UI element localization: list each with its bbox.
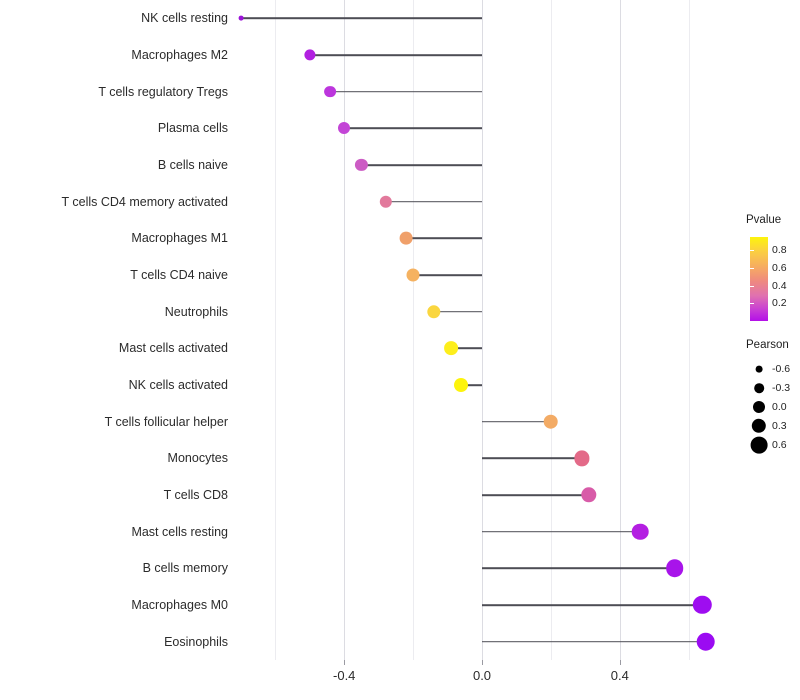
x-tick-mark bbox=[482, 660, 483, 665]
lollipop-point[interactable] bbox=[696, 632, 716, 651]
size-legend-label: 0.6 bbox=[772, 439, 787, 451]
pvalue-colorbar bbox=[750, 237, 768, 321]
lollipop-stem bbox=[330, 90, 482, 93]
x-tick-mark bbox=[344, 660, 346, 665]
lollipop-point[interactable] bbox=[454, 378, 469, 392]
category-label: B cells memory bbox=[142, 561, 228, 576]
category-label: T cells CD4 memory activated bbox=[61, 194, 229, 209]
size-legend-label: -0.3 bbox=[772, 382, 791, 394]
category-label: Plasma cells bbox=[157, 121, 228, 136]
lollipop-stem bbox=[361, 164, 482, 166]
lollipop-stem bbox=[482, 420, 551, 423]
lollipop-point[interactable] bbox=[406, 268, 420, 282]
colorbar-tick-mark bbox=[750, 250, 754, 252]
lollipop-stem bbox=[451, 347, 482, 350]
lollipop-stem bbox=[385, 200, 482, 203]
colorbar-tick-label: 0.2 bbox=[772, 297, 787, 310]
lollipop-point[interactable] bbox=[543, 414, 559, 429]
size-legend-label: -0.6 bbox=[772, 363, 791, 375]
lollipop-point[interactable] bbox=[666, 559, 684, 578]
x-tick-label: 0.0 bbox=[472, 668, 492, 683]
lollipop-stem bbox=[482, 530, 641, 533]
size-legend-row: -0.3 bbox=[738, 379, 800, 397]
lollipop-point[interactable] bbox=[399, 231, 413, 245]
lollipop-stem bbox=[344, 127, 482, 130]
category-label: Neutrophils bbox=[164, 304, 228, 319]
x-axis: -0.4 0.0 0.4 bbox=[234, 660, 730, 700]
colorbar-tick-mark bbox=[750, 285, 754, 287]
size-legend-dot bbox=[751, 418, 767, 434]
category-label: T cells CD4 naive bbox=[130, 267, 228, 282]
lollipop-point[interactable] bbox=[444, 341, 458, 356]
pvalue-legend-title: Pvalue bbox=[746, 214, 782, 226]
x-tick-label: 0.4 bbox=[610, 668, 629, 683]
pearson-legend-title: Pearson bbox=[746, 339, 789, 351]
colorbar-tick-label: 0.4 bbox=[772, 279, 787, 292]
legend-group: Pvalue 0.8 0.6 0.4 0.2 Pearson -0.6 -0.3 0.0 0… bbox=[738, 214, 800, 464]
lollipop-stem bbox=[461, 384, 482, 386]
size-legend-row: 0.0 bbox=[738, 398, 800, 416]
lollipop-point[interactable] bbox=[693, 595, 712, 615]
lollipop-point[interactable] bbox=[574, 450, 590, 466]
plot-panel bbox=[234, 0, 730, 660]
category-label: Eosinophils bbox=[164, 634, 228, 649]
gridline-minor bbox=[413, 0, 415, 660]
lollipop-stem bbox=[482, 494, 589, 496]
size-legend-dot bbox=[755, 365, 763, 373]
size-legend-row: -0.6 bbox=[738, 360, 800, 378]
lollipop-stem bbox=[482, 457, 582, 460]
colorbar-tick-mark bbox=[750, 267, 754, 269]
lollipop-point[interactable] bbox=[427, 304, 441, 319]
colorbar-tick-label: 0.8 bbox=[772, 244, 787, 257]
lollipop-stem bbox=[309, 54, 482, 56]
x-tick-mark bbox=[619, 660, 621, 665]
gridline-major bbox=[344, 0, 346, 660]
gridline-major bbox=[482, 0, 483, 660]
gridline-minor bbox=[688, 0, 690, 660]
lollipop-point[interactable] bbox=[304, 49, 316, 61]
category-label: Macrophages M2 bbox=[131, 47, 228, 62]
lollipop-point[interactable] bbox=[581, 487, 597, 503]
category-label: NK cells resting bbox=[141, 11, 228, 26]
category-label: Mast cells resting bbox=[131, 524, 228, 539]
lollipop-stem bbox=[240, 17, 482, 20]
lollipop-stem bbox=[413, 274, 482, 276]
lollipop-stem bbox=[482, 567, 675, 570]
lollipop-stem bbox=[433, 310, 482, 313]
x-tick-label: -0.4 bbox=[333, 668, 356, 683]
size-legend-row: 0.6 bbox=[738, 436, 800, 454]
size-legend-dot bbox=[754, 383, 764, 393]
size-legend-label: 0.3 bbox=[772, 420, 787, 432]
lollipop-point[interactable] bbox=[238, 15, 244, 21]
lollipop-point[interactable] bbox=[632, 523, 649, 540]
lollipop-stem bbox=[406, 237, 482, 240]
gridline-major bbox=[619, 0, 621, 660]
category-label: Mast cells activated bbox=[118, 341, 228, 356]
category-label: T cells regulatory Tregs bbox=[98, 84, 228, 99]
lollipop-point[interactable] bbox=[324, 85, 337, 98]
gridline-minor bbox=[275, 0, 277, 660]
lollipop-stem bbox=[482, 640, 706, 643]
category-label: B cells naive bbox=[157, 157, 228, 172]
lollipop-point[interactable] bbox=[355, 158, 368, 172]
size-legend-dot bbox=[750, 436, 768, 454]
category-axis: NK cells resting Macrophages M2 T cells re… bbox=[0, 0, 229, 660]
colorbar-tick-mark bbox=[750, 303, 754, 305]
category-label: T cells follicular helper bbox=[104, 414, 228, 429]
category-label: T cells CD8 bbox=[163, 487, 228, 502]
size-legend-label: 0.0 bbox=[772, 401, 787, 413]
size-legend-row: 0.3 bbox=[738, 417, 800, 435]
lollipop-point[interactable] bbox=[379, 195, 392, 208]
lollipop-stem bbox=[482, 604, 703, 606]
category-label: Macrophages M0 bbox=[131, 597, 228, 612]
category-label: Monocytes bbox=[167, 451, 228, 466]
category-label: NK cells activated bbox=[128, 377, 228, 392]
lollipop-point[interactable] bbox=[338, 122, 351, 135]
gridline-minor bbox=[550, 0, 552, 660]
size-legend-dot bbox=[753, 401, 765, 413]
category-label: Macrophages M1 bbox=[131, 231, 228, 246]
colorbar-tick-label: 0.6 bbox=[772, 261, 787, 274]
